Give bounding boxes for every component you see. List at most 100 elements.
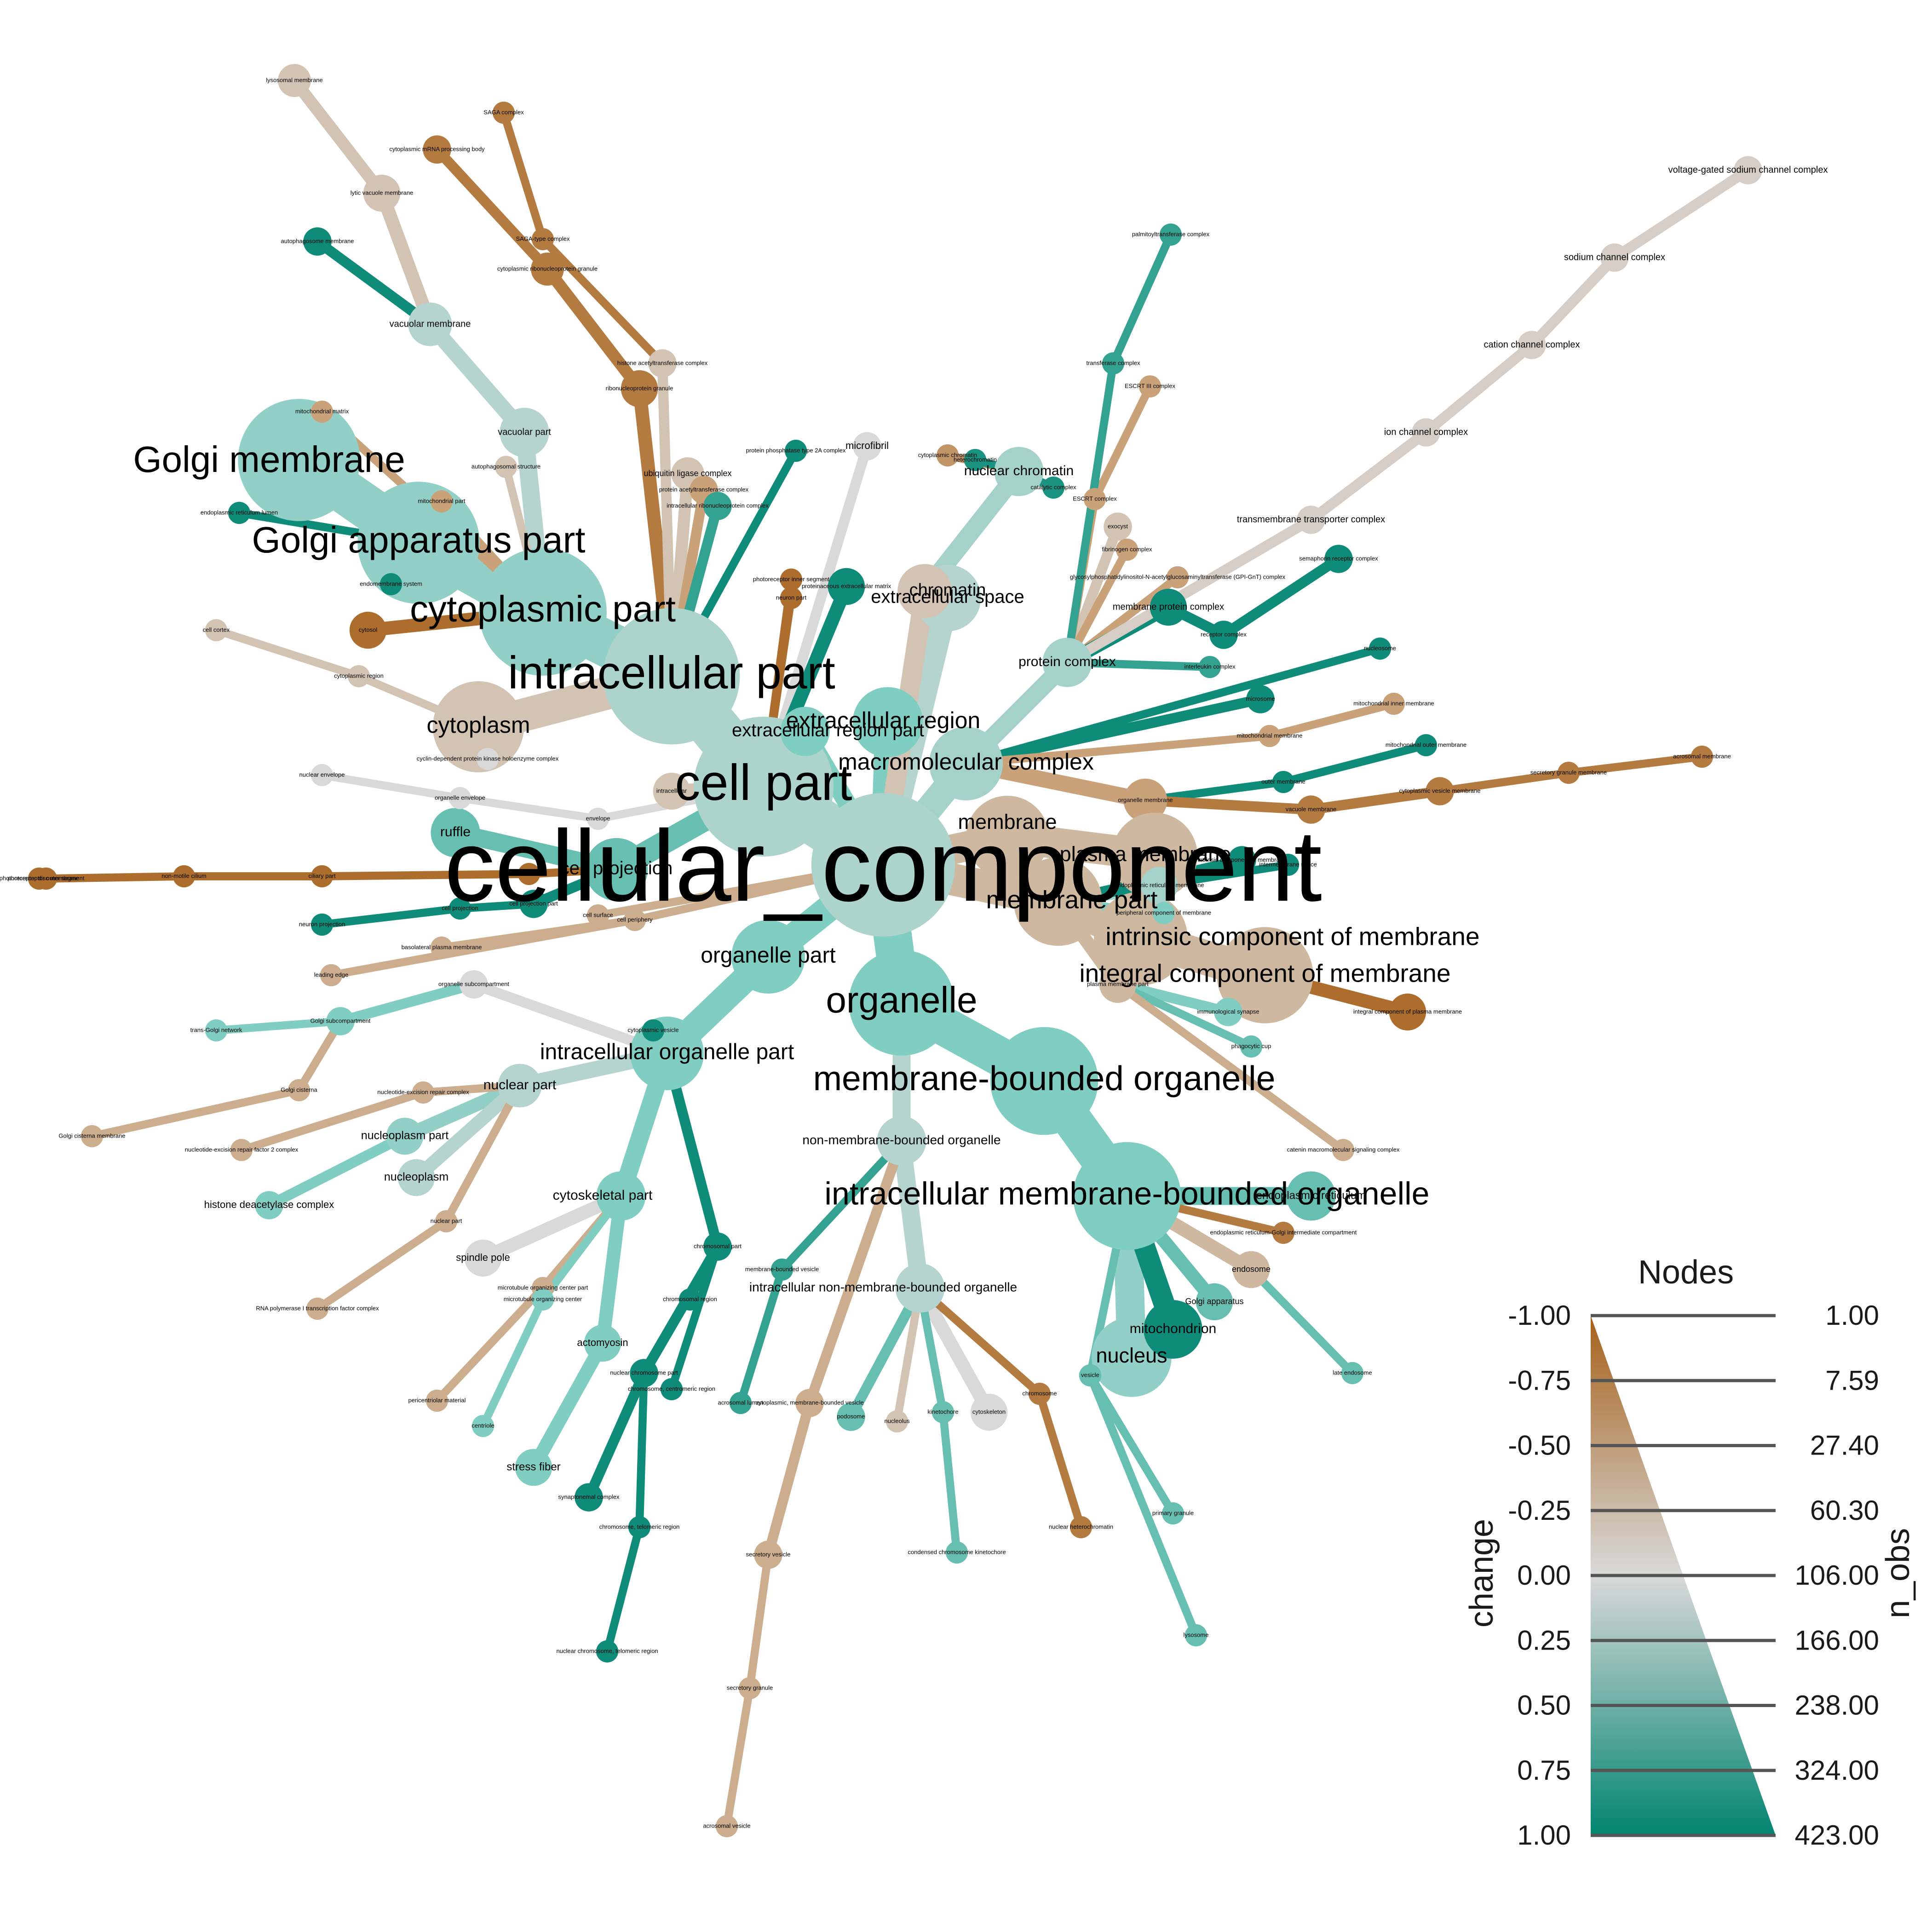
legend-change-tick: -1.00	[1508, 1300, 1571, 1331]
edge-hdac	[264, 1131, 410, 1211]
node-latendo	[1341, 1362, 1364, 1385]
node-label-mitoinner: mitochondrial inner membrane	[1353, 700, 1434, 707]
node-hetchrom	[964, 448, 987, 472]
node-kinetochore	[932, 1401, 954, 1424]
node-protcomplex	[1042, 638, 1092, 687]
edge-nucexfactor	[237, 1088, 427, 1154]
node-label-intorgpart: intracellular organelle part	[540, 1040, 794, 1064]
node-cilium	[518, 862, 540, 886]
edge-ionchan	[1305, 427, 1432, 525]
node-label-catalytic: catalytic complex	[1031, 483, 1076, 490]
node-label-escrt: ESCRT complex	[1073, 495, 1117, 502]
node-label-hdac: histone deacetylase complex	[204, 1199, 334, 1210]
node-nonmotile	[172, 865, 196, 888]
node-plasmamem	[1111, 812, 1198, 899]
edge-nuctelo	[603, 1523, 644, 1656]
node-label-chromcentro: chromosome, centromeric region	[628, 1385, 715, 1392]
node-erlumen	[228, 501, 251, 524]
node-intmem	[1228, 846, 1256, 874]
edge-golgicismem	[88, 1086, 303, 1140]
node-stressfiber	[515, 1449, 552, 1486]
node-label-cytoregion: cytoplasmic region	[334, 672, 384, 679]
node-cellprojection	[585, 838, 648, 901]
legend-change-tick: -0.25	[1508, 1495, 1571, 1526]
node-label-nucexcomp: nucleotide-excision repair complex	[377, 1088, 469, 1095]
node-lysosome	[1184, 1624, 1208, 1647]
node-label-microtub: microtubule organizing center part	[498, 1284, 588, 1291]
node-orgenvelope	[448, 787, 472, 810]
node-label-cytovesmem: cytoplasmic vesicle membrane	[1399, 787, 1480, 794]
node-label-microorg: microtubule organizing center	[504, 1295, 582, 1302]
edge-mitoinner	[1265, 700, 1398, 740]
node-nmbo	[877, 1116, 926, 1166]
node-label-latendo: late endosome	[1333, 1369, 1372, 1376]
node-golgipart	[357, 482, 480, 604]
node-label-ionchan: ion channel complex	[1384, 427, 1468, 437]
legend-change-label: change	[1463, 1519, 1500, 1627]
node-label-cellprojpart: cell projection part	[509, 900, 558, 907]
node-label-intmem: intrinsic component of membrane	[1198, 856, 1286, 863]
node-label-pp2a: protein phosphatase type 2A complex	[746, 447, 846, 454]
node-immsyn	[1214, 998, 1242, 1026]
node-label-protextmatrix: proteinaceous extracellular matrix	[802, 582, 891, 589]
node-endomem	[380, 573, 402, 596]
node-neuronproj	[310, 913, 334, 936]
node-label-imbo: intracellular membrane-bounded organelle	[824, 1175, 1429, 1211]
node-exocyst	[1104, 512, 1132, 541]
node-gpigntf	[1166, 566, 1189, 589]
node-label-cytosol: cytosol	[359, 626, 378, 633]
node-label-mitopart: mitochondrial part	[418, 497, 466, 504]
node-label-vacpart: vacuolar part	[498, 427, 551, 437]
node-label-outermem: outer membrane	[1261, 778, 1305, 785]
edge-cellleading	[327, 916, 639, 979]
node-label-secvesicle: secretory vesicle	[746, 1551, 791, 1558]
node-label-escrt3: ESCRT III complex	[1125, 382, 1176, 389]
node-microorg	[531, 1288, 554, 1311]
node-label-nuctelo: nuclear chromosome, telomeric region	[556, 1647, 658, 1654]
node-label-cellprojection: cell projection	[560, 858, 673, 879]
node-cellproj2	[448, 897, 472, 920]
node-intraribo	[703, 492, 732, 520]
node-phagocup	[1240, 1035, 1263, 1058]
edge-lysosome	[1086, 1371, 1200, 1639]
node-condchrom	[945, 1541, 968, 1564]
node-vacpart	[500, 408, 549, 457]
node-vgsodium	[1734, 156, 1762, 184]
node-root	[811, 793, 955, 937]
node-ruffle	[431, 808, 480, 857]
node-label-interleukin: interleukin complex	[1184, 663, 1236, 670]
node-orgsubcomp	[460, 970, 488, 999]
node-extregionpart	[780, 707, 830, 756]
edge-latendo	[1247, 1265, 1357, 1377]
edge-centriole	[479, 1295, 547, 1430]
edge-nucleoplasm	[409, 1079, 527, 1184]
node-label-golgicis: Golgi cisterna	[281, 1086, 317, 1093]
node-orgpart	[731, 920, 805, 994]
node-golgicismem	[80, 1125, 104, 1148]
node-label-erlumen: endoplasmic reticulum lumen	[201, 509, 278, 516]
node-label-basolateral: basolateral plasma membrane	[402, 943, 482, 950]
node-peripheral	[1152, 902, 1175, 925]
node-label-protcomplex: protein complex	[1018, 654, 1116, 669]
node-label-semaphorin: semaphorin receptor complex	[1299, 555, 1378, 562]
node-nuchetero	[1070, 1516, 1092, 1539]
node-organelle	[849, 950, 954, 1056]
node-label-lysosome: lysosome	[1184, 1631, 1209, 1638]
node-label-endomem: endomembrane system	[360, 580, 422, 587]
node-hatcomplex	[648, 349, 677, 378]
node-label-intermembrane: intermembrane space	[1259, 861, 1317, 868]
node-vesicle	[1079, 1364, 1102, 1387]
node-label-vacuolemem: vacuole membrane	[1286, 805, 1337, 812]
node-label-lysomem: lysosomal membrane	[266, 76, 323, 83]
node-vacmem	[408, 302, 452, 346]
node-label-golgicismem: Golgi cisterna membrane	[58, 1132, 125, 1139]
node-ciliarypart	[310, 865, 334, 888]
edge-autophmem	[312, 236, 436, 330]
node-endosome	[1232, 1251, 1270, 1288]
legend-nobs-tick: 27.40	[1810, 1430, 1879, 1461]
legend-change-tick: 0.50	[1517, 1690, 1571, 1721]
node-label-er: endoplasmic reticulum	[1256, 1189, 1366, 1202]
node-label-cytochrom: cytoplasmic chromatin	[918, 451, 978, 458]
node-ermem	[1140, 867, 1178, 904]
edge-secgran	[746, 1551, 772, 1692]
